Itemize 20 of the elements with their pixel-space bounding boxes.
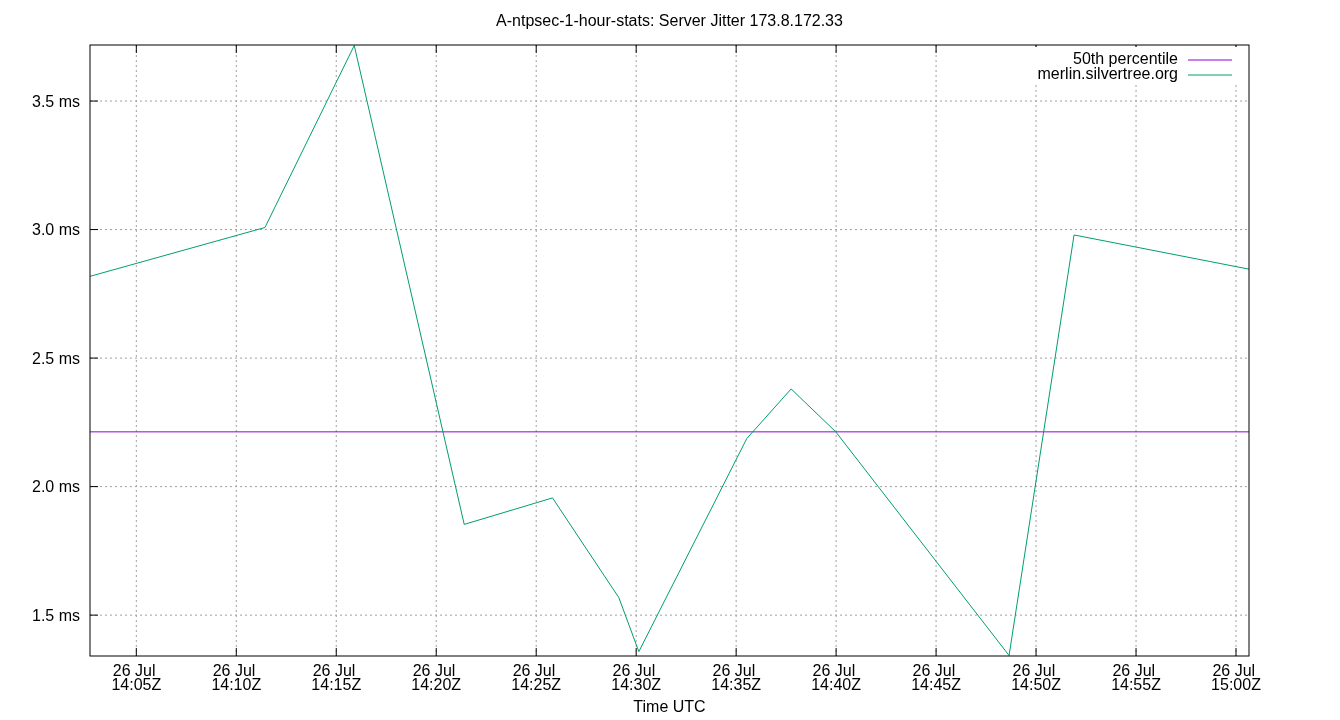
x-tick-label: 26 Jul 14:30Z: [611, 662, 662, 693]
x-tick-label: 26 Jul 14:45Z: [911, 662, 962, 693]
y-tick-label: 2.5 ms: [31, 349, 80, 367]
y-tick-label: 1.5 ms: [31, 606, 80, 624]
legend-label: 50th percentile: [1073, 50, 1179, 67]
x-tick-label: 26 Jul 14:40Z: [811, 662, 862, 693]
x-tick-label: 26 Jul 14:55Z: [1111, 662, 1162, 693]
x-tick-label: 26 Jul 14:35Z: [711, 662, 762, 693]
x-tick-label: 26 Jul 14:10Z: [211, 662, 262, 693]
x-tick-label: 26 Jul 14:25Z: [511, 662, 562, 693]
x-tick-label: 26 Jul 14:05Z: [111, 662, 162, 693]
chart-title: A-ntpsec-1-hour-stats: Server Jitter 173.8.172.33: [496, 12, 844, 29]
y-tick-label: 2.0 ms: [31, 478, 80, 496]
y-tick-label: 3.5 ms: [31, 92, 80, 110]
x-tick-label: 26 Jul 14:50Z: [1011, 662, 1062, 693]
x-tick-label: 26 Jul 14:15Z: [311, 662, 362, 693]
y-tick-label: 3.0 ms: [31, 221, 80, 239]
x-tick-label: 26 Jul 14:20Z: [411, 662, 462, 693]
x-tick-label: 26 Jul 15:00Z: [1211, 662, 1262, 693]
x-axis-title: Time UTC: [633, 698, 706, 715]
